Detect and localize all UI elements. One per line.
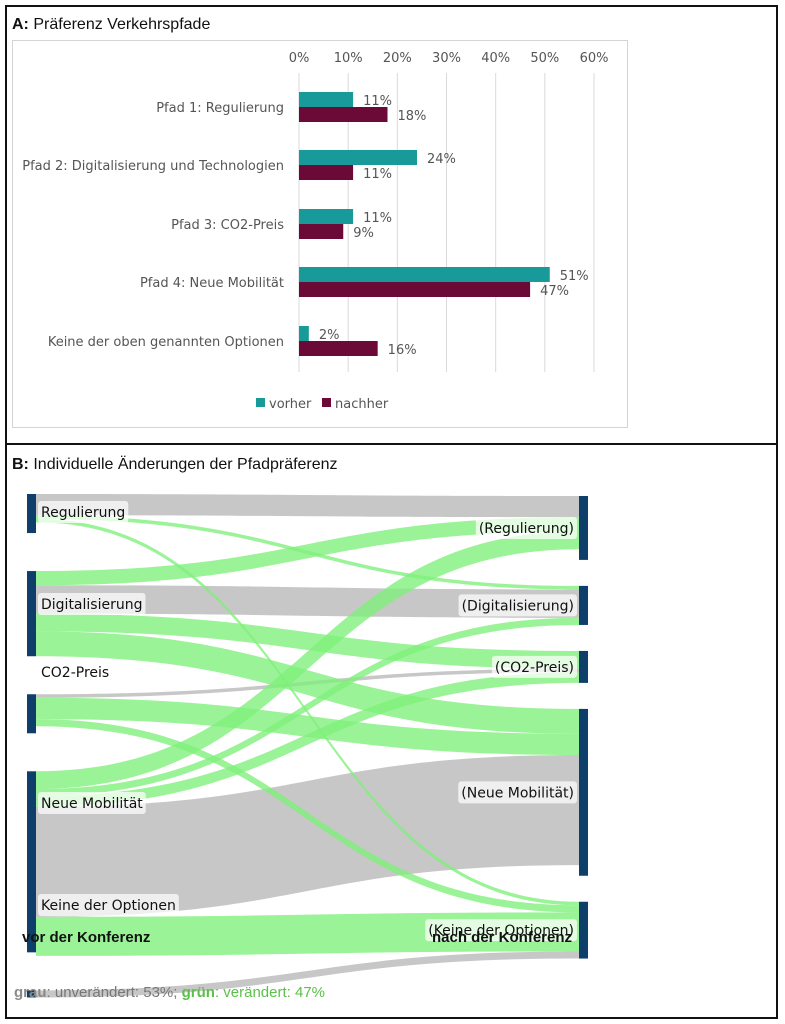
data-label-nachher: 47%: [540, 284, 569, 299]
panel-a-title: A: Präferenz Verkehrspfade: [12, 16, 210, 34]
bar-vorher: [299, 150, 418, 165]
panel-b-title-text: Individuelle Änderungen der Pfadpräferen…: [33, 456, 338, 473]
x-tick-label: 60%: [580, 51, 609, 66]
legend-swatch-vorher: [256, 398, 265, 407]
legend-label-vorher: vorher: [269, 397, 312, 412]
bar-chart: 0% 10% 20% 30% 40% 50% 60% Pfad 1: Regulierung 1…: [22, 51, 609, 412]
data-label-vorher: 11%: [363, 94, 392, 109]
bar-vorher: [299, 92, 354, 107]
bar-vorher: [299, 267, 550, 282]
legend-swatch-nachher: [322, 398, 331, 407]
x-tick-label: 40%: [481, 51, 510, 66]
panel-a-title-text: Präferenz Verkehrspfade: [33, 16, 211, 33]
category-label: Keine der oben genannten Optionen: [48, 335, 284, 350]
bar-nachher: [299, 341, 378, 356]
legend-label-nachher: nachher: [335, 397, 389, 412]
data-label-vorher: 24%: [427, 152, 456, 167]
category-label: Pfad 1: Regulierung: [156, 101, 284, 116]
bar-vorher: [299, 326, 309, 341]
bar-vorher: [299, 209, 354, 224]
footer-gruen-word: grün: [181, 984, 215, 1001]
panel-b-title-prefix: B:: [12, 456, 29, 473]
panel-b-frame: [5, 443, 778, 1019]
category-label: Pfad 4: Neue Mobilität: [140, 276, 284, 291]
data-label-nachher: 11%: [363, 167, 392, 182]
footer-grau-word: grau: [14, 984, 47, 1001]
data-label-nachher: 9%: [353, 226, 374, 241]
data-label-vorher: 2%: [319, 328, 340, 343]
x-tick-label: 0%: [289, 51, 310, 66]
sankey-left-axis-label: vor der Konferenz: [22, 929, 151, 946]
footer-grau-text: : unverändert: 53%;: [46, 984, 178, 1001]
bar-nachher: [299, 107, 388, 122]
x-tick-label: 30%: [432, 51, 461, 66]
x-tick-label: 50%: [530, 51, 559, 66]
panel-a-title-prefix: A:: [12, 16, 29, 33]
data-label-vorher: 51%: [560, 269, 589, 284]
panel-a-chart-area: [12, 40, 628, 428]
footer-note: grau: unverändert: 53%; grün: verändert:…: [14, 984, 325, 1001]
category-label: Pfad 2: Digitalisierung und Technologien: [22, 159, 284, 174]
sankey-right-axis-label: nach der Konferenz: [432, 929, 573, 946]
data-label-vorher: 11%: [363, 211, 392, 226]
bar-nachher: [299, 282, 531, 297]
data-label-nachher: 16%: [388, 343, 417, 358]
x-tick-label: 20%: [383, 51, 412, 66]
category-label: Pfad 3: CO2-Preis: [171, 218, 284, 233]
panel-b-title: B: Individuelle Änderungen der Pfadpräfe…: [12, 456, 338, 474]
footer-gruen-text: : verändert: 47%: [214, 984, 325, 1001]
bar-nachher: [299, 224, 344, 239]
x-tick-label: 10%: [334, 51, 363, 66]
data-label-nachher: 18%: [398, 109, 427, 124]
bar-nachher: [299, 165, 354, 180]
